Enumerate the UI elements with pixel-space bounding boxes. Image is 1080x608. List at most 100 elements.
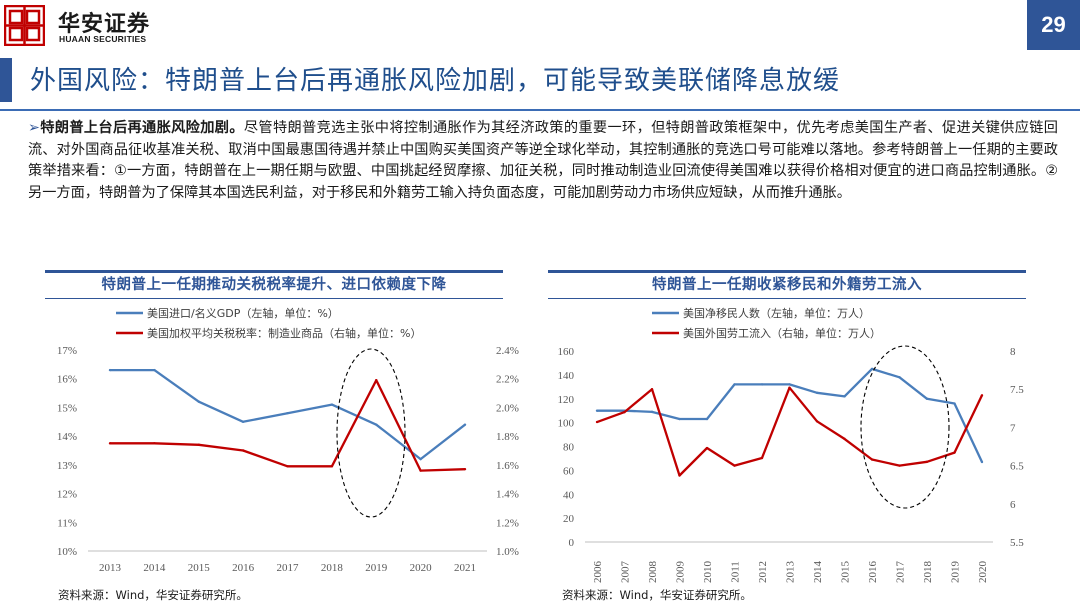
- chart2-series-line-0: [597, 367, 984, 463]
- summary-paragraph: ➢特朗普上台后再通胀风险加剧。尽管特朗普竞选主张中将控制通胀作为其经济政策的重要…: [28, 118, 1058, 204]
- chart2-right-tick-label: 7: [1010, 422, 1016, 434]
- bullet-arrow-icon: ➢: [28, 120, 40, 136]
- chart1-legend-label-1: 美国加权平均关税税率：制造业商品（右轴，单位：%）: [147, 326, 421, 340]
- chart1-x-tick-label: 2015: [188, 562, 211, 574]
- page-number: 29: [1027, 0, 1080, 50]
- chart2-series-0-point: [925, 397, 929, 400]
- chart1-left-tick-label: 15%: [57, 402, 77, 414]
- chart2-series-line-1: [596, 386, 984, 477]
- chart1-left-tick-label: 16%: [57, 374, 77, 386]
- chart2-right-tick-label: 8: [1010, 346, 1016, 358]
- chart2-left-tick-label: 100: [558, 418, 575, 430]
- chart1-legend-label-0: 美国进口/名义GDP（左轴，单位：%）: [147, 306, 339, 320]
- chart2-left-tick-label: 0: [569, 537, 575, 549]
- chart1-left-tick-label: 10%: [57, 546, 77, 558]
- chart2-x-tick-label: 2007: [620, 561, 632, 584]
- chart2-left-tick-label: 120: [558, 394, 575, 406]
- chart2-series-1-point: [980, 394, 984, 397]
- chart1-series-1-point: [463, 467, 467, 471]
- chart2-right-tick-label: 6: [1010, 499, 1016, 511]
- chart1-left-tick-label: 11%: [57, 517, 77, 529]
- chart2-series-1-point: [843, 437, 846, 441]
- chart2-x-tick-label: 2014: [812, 561, 824, 584]
- chart2-series-0-point: [870, 367, 874, 371]
- page-title: 外国风险：特朗普上台后再通胀风险加剧，可能导致美联储降息放缓: [30, 66, 841, 96]
- chart2-series-1-point: [705, 446, 709, 450]
- chart1-series-0-point: [463, 423, 467, 426]
- chart2-left-tick-label: 40: [563, 489, 575, 501]
- chart2-series-1-point: [788, 386, 791, 389]
- chart2-series-1-point: [678, 474, 681, 477]
- chart2-left-tick-label: 20: [563, 513, 575, 525]
- chart1-series-1-point: [330, 465, 334, 468]
- chart2-right-tick-label: 5.5: [1010, 537, 1024, 549]
- chart1-right-tick-label: 2.4%: [496, 345, 519, 357]
- chart1-right-tick-label: 1.2%: [496, 517, 519, 529]
- chart1-x-tick-label: 2014: [143, 562, 166, 574]
- logo-mark: [4, 5, 45, 46]
- chart1-left-tick-label: 17%: [57, 345, 77, 357]
- chart2-x-tick-label: 2006: [592, 561, 604, 584]
- chart2: 美国净移民人数（左轴，单位：万人） 美国外国劳工流入（右轴，单位：万人） 0 20 40…: [558, 306, 1025, 584]
- chart1-right-tick-label: 1.8%: [496, 431, 519, 443]
- chart2-series-1-point: [650, 388, 654, 391]
- chart1-x-tick-label: 2019: [365, 562, 388, 574]
- chart2-x-tick-label: 2013: [785, 561, 797, 584]
- chart1-right-tick-label: 2.2%: [496, 374, 519, 386]
- title-divider: [0, 109, 1080, 111]
- chart2-series-0-point: [815, 391, 819, 394]
- chart2-series-1-point: [925, 460, 929, 463]
- chart1-right-tick-label: 2.0%: [496, 402, 519, 414]
- chart1-x-tick-label: 2016: [232, 562, 255, 574]
- chart2-series-0-point: [953, 402, 956, 405]
- chart2-series-1-point: [815, 420, 819, 423]
- chart1-series-1-point: [241, 449, 245, 452]
- chart1-series-1-point: [419, 469, 422, 472]
- chart2-series-1-point: [953, 451, 956, 454]
- chart2-x-tick-label: 2012: [757, 561, 769, 583]
- chart2-series-0-point: [595, 409, 599, 412]
- chart2-series-1-point: [623, 410, 626, 414]
- chart2-series-0-point: [650, 410, 654, 414]
- chart2-legend-label-1: 美国外国劳工流入（右轴，单位：万人）: [683, 326, 881, 340]
- summary-body: 尽管特朗普竞选主张中将控制通胀作为其经济政策的重要一环，但特朗普政策框架中，优先…: [28, 120, 1058, 201]
- chart2-series-0-point: [678, 417, 681, 421]
- chart1-series-0-point: [419, 457, 422, 461]
- chart2-x-tick-label: 2011: [730, 561, 742, 583]
- chart2-x-tick-label: 2016: [867, 561, 879, 584]
- chart1-x-tick-label: 2013: [99, 562, 122, 574]
- chart1-series-0-point: [197, 400, 200, 403]
- chart2-left-tick-label: 160: [558, 346, 575, 358]
- chart2-x-tick-label: 2018: [922, 561, 934, 584]
- chart1-series-0-point: [241, 420, 245, 423]
- chart2-series-0-point: [788, 383, 791, 386]
- chart2-series-0-point: [843, 395, 846, 398]
- chart2-title: 特朗普上一任期收紧移民和外籍劳工流入: [548, 270, 1026, 299]
- chart2-left-tick-label: 140: [558, 370, 575, 382]
- chart2-x-tick-label: 2017: [895, 561, 907, 584]
- chart2-series-0-point: [980, 460, 984, 464]
- chart1-series-0-point: [286, 411, 289, 415]
- chart1-series-1-point: [153, 442, 156, 445]
- chart1-series-1-point: [286, 465, 289, 468]
- chart1-source: 资料来源：Wind，华安证券研究所。: [58, 588, 248, 602]
- summary-lead: 特朗普上台后再通胀风险加剧。: [39, 120, 244, 136]
- chart2-right-tick-label: 7.5: [1010, 384, 1024, 396]
- chart1-series-line-0: [110, 368, 466, 461]
- chart2-x-tick-label: 2008: [647, 561, 659, 584]
- chart1-series-0-point: [375, 423, 378, 426]
- chart1-series-1-point: [108, 442, 112, 445]
- chart2-highlight-ellipse: [860, 345, 950, 509]
- title-accent-bar: [0, 58, 12, 102]
- chart2-x-tick-label: 2009: [675, 561, 687, 584]
- chart1-left-tick-label: 14%: [57, 431, 77, 443]
- chart1: 美国进口/名义GDP（左轴，单位：%） 美国加权平均关税税率：制造业商品（右轴，单…: [57, 306, 519, 574]
- chart1-left-tick-label: 13%: [57, 460, 77, 472]
- chart2-series-1-point: [760, 456, 764, 460]
- chart1-series-1-point: [375, 378, 378, 382]
- chart2-series-1-point: [898, 464, 901, 467]
- chart2-series-1-point: [870, 458, 874, 461]
- chart2-x-tick-label: 2019: [950, 561, 962, 584]
- chart1-series-line-1: [110, 379, 466, 472]
- chart2-left-tick-label: 60: [563, 465, 575, 477]
